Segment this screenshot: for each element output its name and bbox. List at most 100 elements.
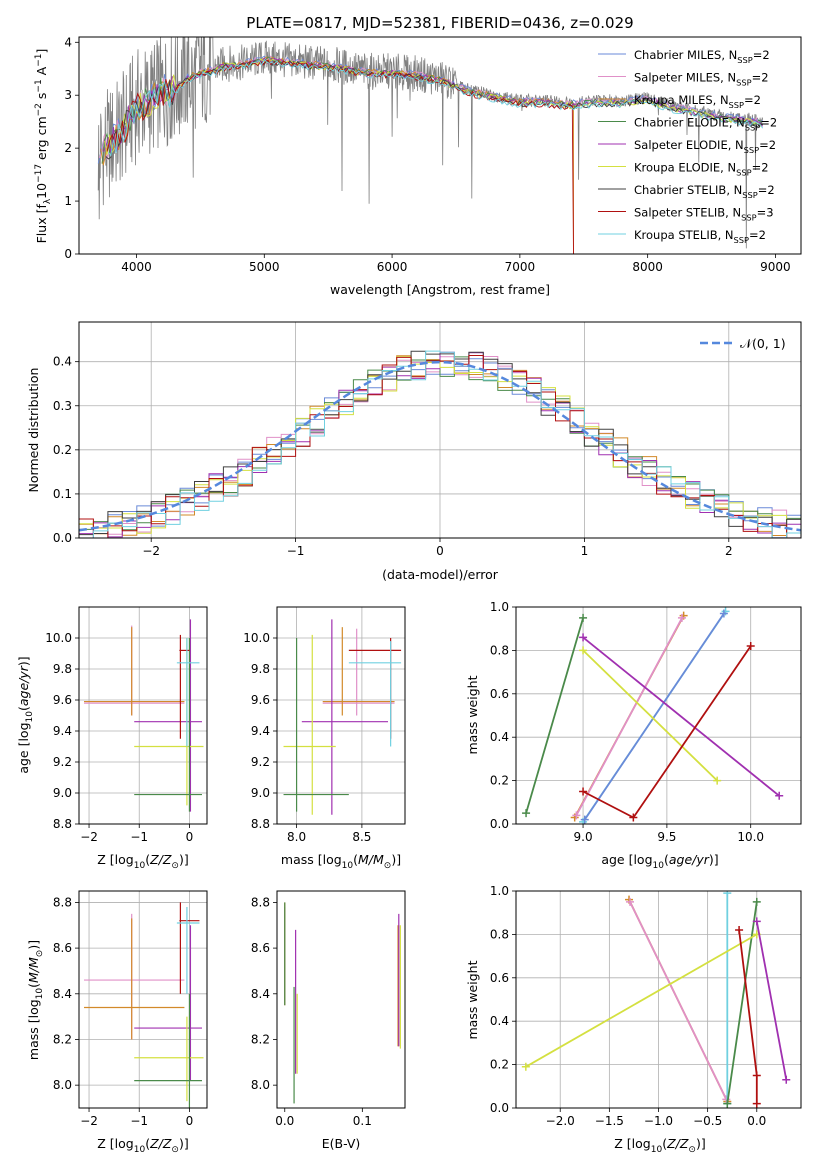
axes-mass_vs_Z: −2 −1 0 8.0 8.2 8.4 8.6 8.8 Z [log10(Z/Z⊙)] mass … [26,890,208,1155]
weight-line [629,901,728,1100]
x-tick-label: 0.1 [353,1114,372,1128]
y-tick-label: 8.0 [53,1078,72,1092]
weight-marker [752,917,761,926]
weight-marker [580,815,589,824]
x-tick-label: −2 [80,830,98,844]
y-tick-label: 8.0 [251,1078,270,1092]
legend-entry: Salpeter ELODIE, NSSP=2 [634,138,776,155]
y-tick-label: 0 [64,247,72,261]
x-tick-label: −2.0 [546,1114,575,1128]
y-tick-label: 9.0 [251,786,270,800]
weight-marker [572,811,581,820]
x-tick-label: 0.0 [275,1114,294,1128]
plot-layer: 4000 5000 6000 7000 8000 9000 0 1 2 3 4 wavelength … [16,35,802,1155]
y-tick-label: 8.6 [53,941,72,955]
weight-line [726,901,758,1104]
axes-weight_vs_Z: −2.0 −1.5 −1.0 −0.5 0.0 0.0 0.2 0.4 0.6 0.8 1.0 Z [… [465,884,802,1155]
y-tick-label: 0.8 [490,643,509,657]
weight-line [583,612,725,821]
y-tick-label: 9.4 [53,724,72,738]
weight-line [755,921,788,1080]
weight-marker [752,897,761,906]
y-tick-label: 0.2 [490,774,509,788]
x-tick-label: 8000 [632,260,663,274]
y-tick-label: 1.0 [490,884,509,898]
axes-weight_vs_age: 9.0 9.5 10.0 0.0 0.2 0.4 0.6 0.8 1.0 age [log10(a… [465,600,802,871]
x-tick-label: −0.5 [693,1114,722,1128]
legend-entry: Kroupa ELODIE, NSSP=2 [634,161,769,178]
y-tick-label: 2 [64,141,72,155]
x-tick-label: −1 [287,544,305,558]
x-tick-label: 1 [581,544,589,558]
axes-residuals: −2 −1 0 1 2 0.0 0.1 0.2 0.3 0.4 (data-model)/error… [26,321,802,582]
y-axis-label: mass [log10(M/M⊙)] [26,940,45,1060]
x-tick-label: 7000 [505,260,536,274]
y-tick-label: 9.2 [53,755,72,769]
weight-marker [723,1099,732,1108]
x-tick-label: 4000 [121,260,152,274]
model-line-kroupa-stelib [108,58,764,157]
x-tick-label: 5000 [249,260,280,274]
x-tick-label: −1 [130,1114,148,1128]
plot-area-spectrum [97,37,764,254]
y-tick-label: 0.0 [490,817,509,831]
weight-marker [723,891,732,898]
y-tick-label: 0.4 [490,730,509,744]
y-tick-label: 1 [64,194,72,208]
x-tick-label: −2 [80,1114,98,1128]
y-tick-label: 3 [64,88,72,102]
legend-entry: Kroupa STELIB, NSSP=2 [634,228,766,245]
weight-marker [579,787,588,796]
x-tick-label: 0.0 [747,1114,766,1128]
y-tick-label: 8.8 [53,817,72,831]
y-axis-label: Flux [fλ10−17 erg cm−2 s−1 A−1] [34,49,53,244]
figure-title: PLATE=0817, MJD=52381, FIBERID=0436, z=0… [246,14,633,32]
weight-marker [722,1095,731,1104]
axes-frame [78,36,802,255]
y-tick-label: 8.6 [251,941,270,955]
weight-marker [775,791,784,800]
y-tick-label: 8.8 [251,817,270,831]
legend-entry: Kroupa MILES, NSSP=2 [634,93,761,110]
y-tick-label: 0.0 [490,1101,509,1115]
axes-frame [276,890,406,1109]
weight-marker [579,613,588,622]
x-tick-label: 8.0 [287,830,306,844]
legend-entry: Chabrier MILES, NSSP=2 [634,48,770,65]
weight-marker [735,926,744,935]
weight-marker [782,1075,791,1084]
axes-age_vs_Z: −2 −1 0 8.8 9.0 9.2 9.4 9.6 9.8 10.0 Z [log10(Z/Z⊙… [16,606,208,871]
y-tick-label: 9.4 [251,724,270,738]
weight-line [582,636,780,797]
y-tick-label: 9.8 [251,662,270,676]
weight-marker [752,1099,761,1108]
y-tick-label: 10.0 [243,631,270,645]
y-tick-label: 8.2 [53,1032,72,1046]
x-tick-label: 10.0 [737,830,764,844]
x-tick-label: −1.5 [595,1114,624,1128]
weight-marker [752,1071,761,1080]
axes-frame [78,890,208,1109]
y-tick-label: 8.8 [53,895,72,909]
weight-marker [522,809,531,818]
x-tick-label: 9.0 [574,830,593,844]
y-tick-label: 4 [64,35,72,49]
x-tick-label: 0 [186,830,194,844]
weight-marker [521,1062,530,1071]
x-axis-label: age [log10(age/yr)] [601,852,718,871]
plot-area-weight_vs_age [516,607,801,824]
y-tick-label: 8.2 [251,1032,270,1046]
weight-line [525,933,758,1068]
y-tick-label: 9.0 [53,786,72,800]
x-axis-label: E(B-V) [322,1136,361,1151]
axes-frame [78,606,208,825]
weight-marker [677,613,686,622]
x-axis-label: Z [log10(Z/Z⊙)] [614,1136,705,1155]
x-axis-label: mass [log10(M/M⊙)] [281,852,401,871]
weight-marker [579,633,588,642]
legend-entry: Chabrier ELODIE, NSSP=2 [634,116,777,133]
weight-marker [719,609,728,618]
y-tick-label: 0.3 [53,399,72,413]
y-axis-label: mass weight [465,675,480,754]
plot-area-age_vs_mass [277,607,405,824]
